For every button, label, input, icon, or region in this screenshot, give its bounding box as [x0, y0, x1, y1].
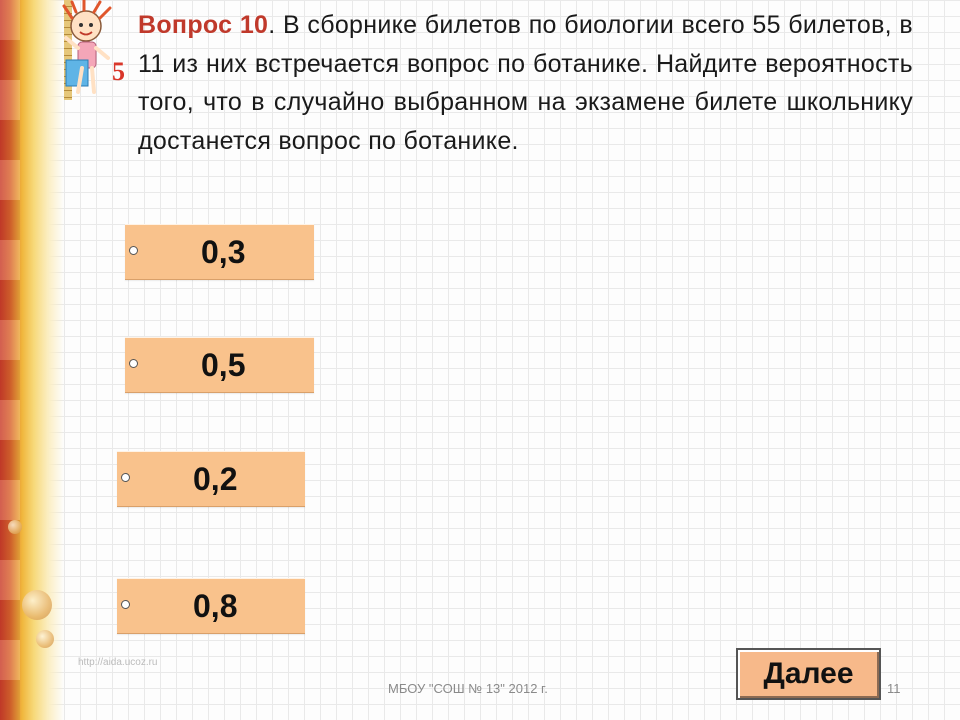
decorative-bubble: [36, 630, 54, 648]
question-body: . В сборнике билетов по биологии всего 5…: [138, 11, 913, 155]
watermark-url: http://aida.ucoz.ru: [78, 657, 158, 668]
answer-option-1[interactable]: 0,3: [125, 224, 314, 280]
answer-option-4[interactable]: 0,8: [117, 578, 305, 634]
answer-label: 0,2: [193, 461, 238, 497]
next-button[interactable]: Далее: [736, 648, 881, 700]
radio-button-icon[interactable]: [129, 359, 138, 368]
answer-label: 0,5: [201, 347, 246, 383]
answer-label: 0,8: [193, 588, 238, 624]
footer-text: МБОУ "СОШ № 13" 2012 г.: [388, 681, 548, 696]
answer-option-3[interactable]: 0,2: [117, 451, 305, 507]
ruler-decoration: [64, 0, 72, 100]
decorative-bubble: [8, 520, 22, 534]
slide-number: 11: [887, 681, 901, 696]
answer-label: 0,3: [201, 234, 246, 270]
question-text: Вопрос 10. В сборнике билетов по биологи…: [138, 6, 913, 160]
mascot-digit: 5: [112, 57, 125, 86]
student-mascot-icon: 5: [54, 0, 132, 100]
answer-option-2[interactable]: 0,5: [125, 337, 314, 393]
question-number: Вопрос 10: [138, 11, 269, 39]
radio-button-icon[interactable]: [121, 473, 130, 482]
radio-button-icon[interactable]: [129, 246, 138, 255]
radio-button-icon[interactable]: [121, 600, 130, 609]
decorative-bubble: [22, 590, 52, 620]
